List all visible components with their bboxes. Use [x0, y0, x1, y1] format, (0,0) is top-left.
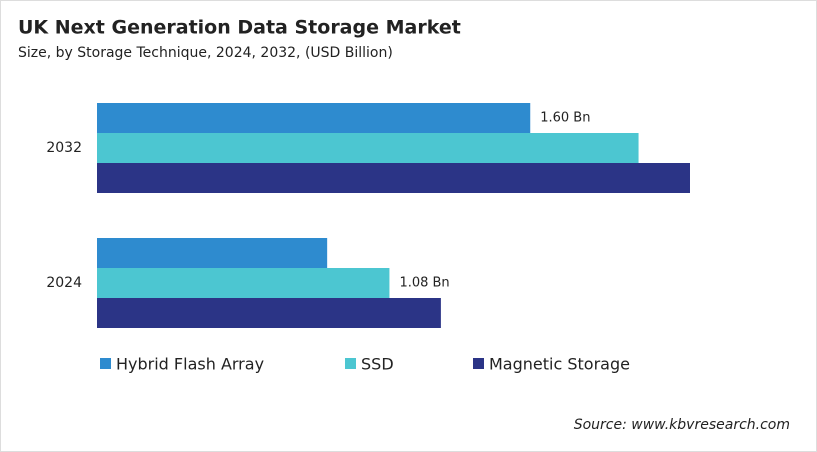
data-label: 1.08 Bn [399, 276, 449, 291]
chart-title: UK Next Generation Data Storage Market [18, 17, 461, 39]
bar [97, 103, 531, 133]
legend-swatch [100, 358, 111, 369]
bar [97, 268, 390, 298]
y-tick-label: 2032 [46, 140, 82, 156]
legend-label: SSD [361, 355, 394, 374]
source: Source: www.kbvresearch.com [574, 417, 790, 433]
legend-swatch [345, 358, 356, 369]
legend-swatch [473, 358, 484, 369]
bar [97, 238, 328, 268]
legend-label: Hybrid Flash Array [116, 355, 264, 374]
bar [97, 133, 639, 163]
bar [97, 163, 690, 193]
data-label: 1.60 Bn [540, 111, 590, 126]
y-tick-label: 2024 [46, 275, 82, 291]
legend-label: Magnetic Storage [489, 355, 630, 374]
bar [97, 298, 441, 328]
chart-subtitle: Size, by Storage Technique, 2024, 2032, … [18, 45, 393, 61]
